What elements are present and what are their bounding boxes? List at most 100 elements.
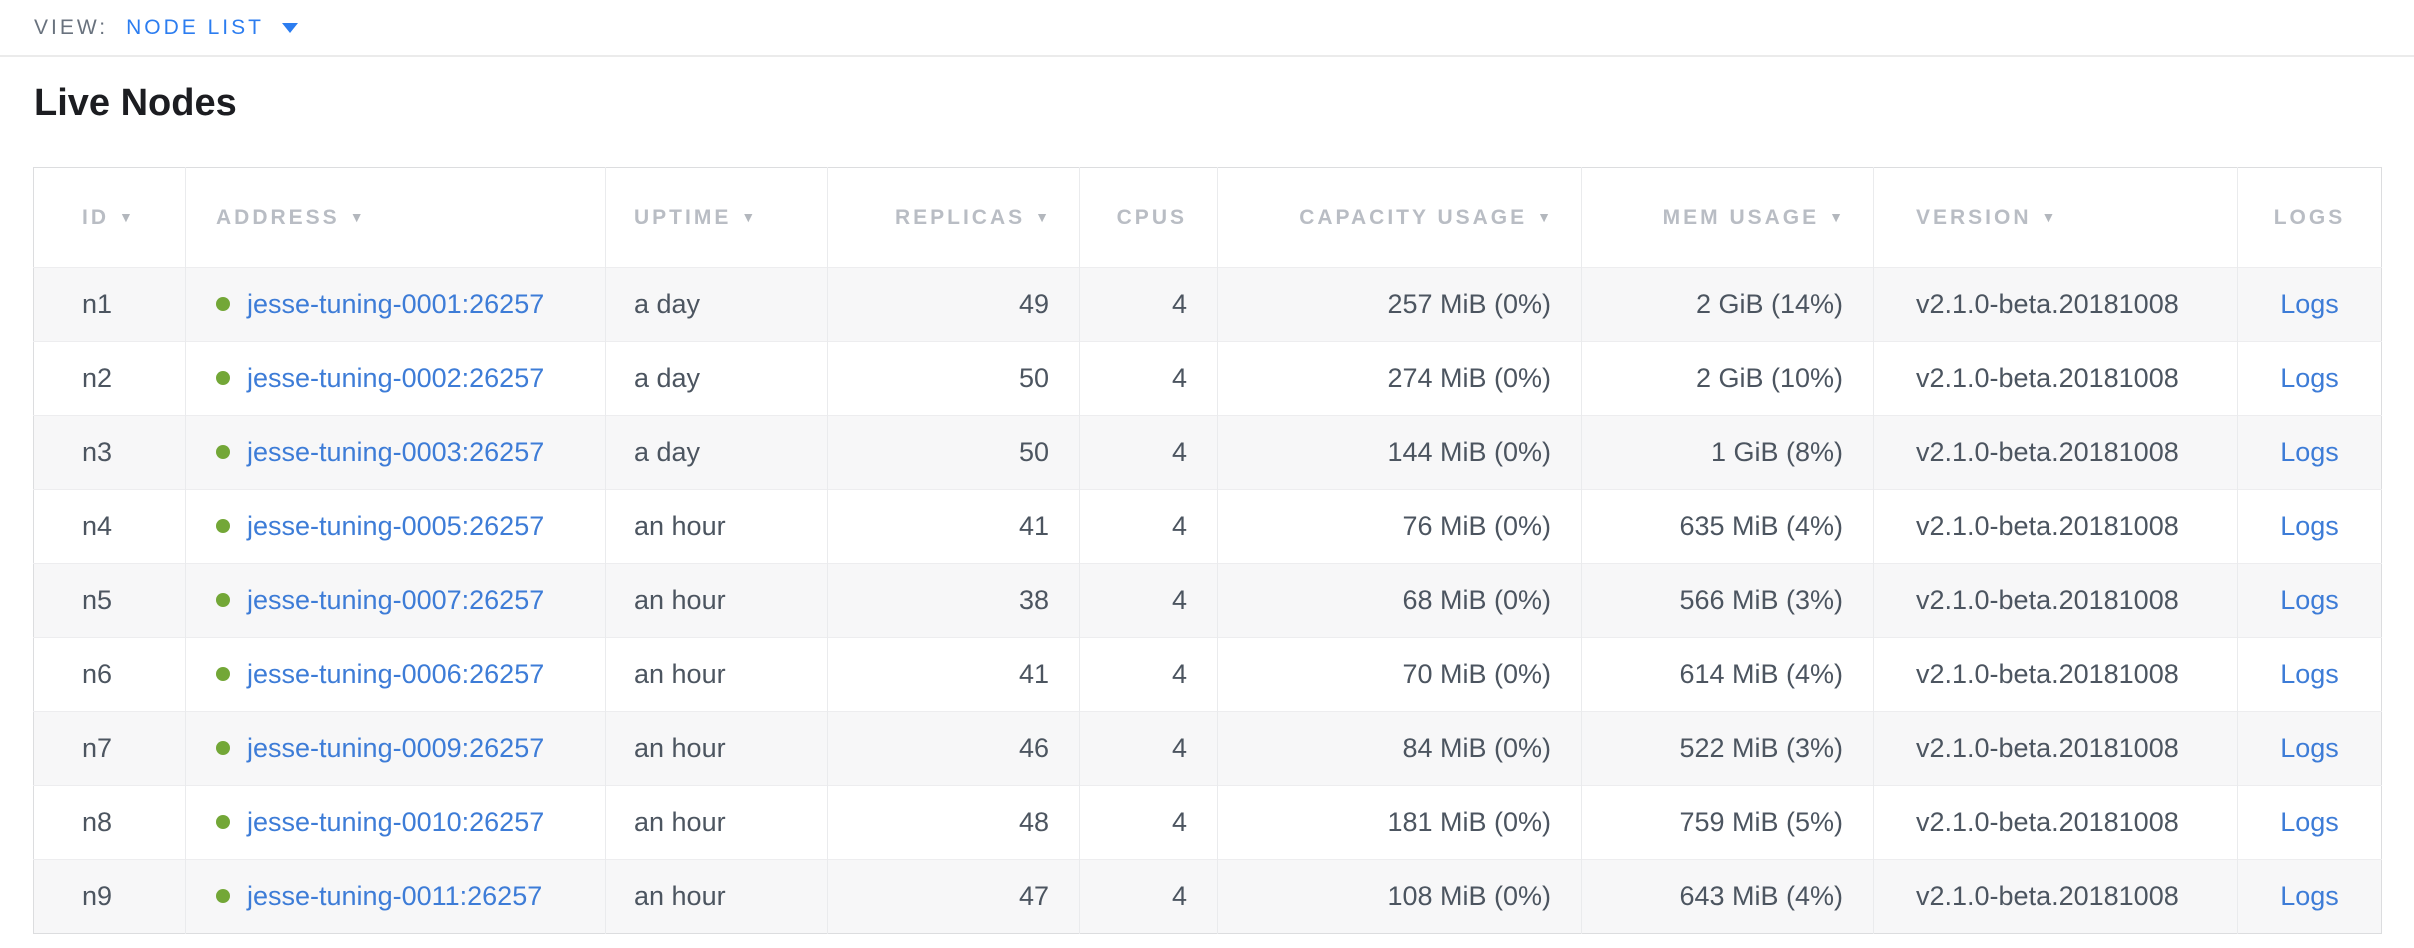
version-cell: v2.1.0-beta.20181008 xyxy=(1873,341,2238,416)
id-cell: n1 xyxy=(33,267,186,342)
logs-cell: Logs xyxy=(2237,267,2382,342)
cell-value-cpus: 4 xyxy=(1171,289,1187,319)
uptime-cell: an hour xyxy=(605,785,828,860)
node-address-link[interactable]: jesse-tuning-0001:26257 xyxy=(247,289,545,319)
cell-value-mem_usage: 635 MiB (4%) xyxy=(1679,511,1843,541)
replicas-cell: 46 xyxy=(827,711,1080,786)
version-cell: v2.1.0-beta.20181008 xyxy=(1873,711,2238,786)
column-header-version[interactable]: VERSION ▼ xyxy=(1873,167,2238,268)
node-logs-link[interactable]: Logs xyxy=(2280,659,2339,689)
view-bar: VIEW: NODE LIST xyxy=(0,0,2414,57)
node-live-status-icon xyxy=(216,666,230,681)
cell-value-id: n5 xyxy=(82,585,113,615)
cell-value-replicas: 49 xyxy=(1018,289,1049,319)
chevron-down-icon xyxy=(281,22,298,33)
address-cell: jesse-tuning-0002:26257 xyxy=(185,341,606,416)
cell-value-uptime: an hour xyxy=(634,733,726,763)
node-live-status-icon xyxy=(216,296,230,311)
cpus-cell: 4 xyxy=(1079,785,1218,860)
logs-cell: Logs xyxy=(2237,341,2382,416)
cell-value-uptime: an hour xyxy=(634,881,726,911)
node-live-status-icon xyxy=(216,592,230,607)
uptime-cell: a day xyxy=(605,267,828,342)
cell-value-capacity_usage: 68 MiB (0%) xyxy=(1402,585,1551,615)
cell-value-uptime: a day xyxy=(634,363,701,393)
node-address-link[interactable]: jesse-tuning-0011:26257 xyxy=(247,881,543,911)
cell-value-cpus: 4 xyxy=(1171,511,1187,541)
view-selector-dropdown[interactable]: NODE LIST xyxy=(126,16,298,40)
cell-value-version: v2.1.0-beta.20181008 xyxy=(1916,881,2179,911)
logs-cell: Logs xyxy=(2237,637,2382,712)
column-header-uptime[interactable]: UPTIME ▼ xyxy=(605,167,828,268)
cpus-cell: 4 xyxy=(1079,489,1218,564)
page-title: Live Nodes xyxy=(34,82,237,124)
sort-desc-icon: ▼ xyxy=(2041,208,2056,225)
address-cell: jesse-tuning-0007:26257 xyxy=(185,563,606,638)
mem_usage-cell: 566 MiB (3%) xyxy=(1581,563,1874,638)
replicas-cell: 50 xyxy=(827,415,1080,490)
sort-desc-icon: ▼ xyxy=(741,208,756,225)
version-cell: v2.1.0-beta.20181008 xyxy=(1873,637,2238,712)
cell-value-id: n2 xyxy=(82,363,113,393)
node-address-link[interactable]: jesse-tuning-0005:26257 xyxy=(247,511,545,541)
node-address-link[interactable]: jesse-tuning-0003:26257 xyxy=(247,437,545,467)
cell-value-version: v2.1.0-beta.20181008 xyxy=(1916,585,2179,615)
table-row: n8 jesse-tuning-0010:26257 an hour 48 4 181 M… xyxy=(33,785,2382,860)
capacity_usage-cell: 257 MiB (0%) xyxy=(1217,267,1582,342)
column-header-mem_usage[interactable]: MEM USAGE ▼ xyxy=(1581,167,1874,268)
column-header-label: MEM USAGE xyxy=(1662,205,1820,229)
node-logs-link[interactable]: Logs xyxy=(2280,733,2339,763)
table-header: ID ▼ ADDRESS ▼ UPTIME ▼ REPLICAS ▼ CPUS CAPACITY … xyxy=(33,167,2382,268)
address-cell: jesse-tuning-0006:26257 xyxy=(185,637,606,712)
cell-value-replicas: 41 xyxy=(1018,659,1049,689)
cell-value-capacity_usage: 257 MiB (0%) xyxy=(1387,289,1551,319)
replicas-cell: 47 xyxy=(827,859,1080,934)
node-address-link[interactable]: jesse-tuning-0007:26257 xyxy=(247,585,545,615)
node-logs-link[interactable]: Logs xyxy=(2280,437,2339,467)
logs-cell: Logs xyxy=(2237,563,2382,638)
node-logs-link[interactable]: Logs xyxy=(2280,881,2339,911)
node-address-link[interactable]: jesse-tuning-0010:26257 xyxy=(247,807,545,837)
column-header-label: CPUS xyxy=(1116,205,1187,229)
cell-value-capacity_usage: 70 MiB (0%) xyxy=(1402,659,1551,689)
column-header-label: ID xyxy=(82,205,109,229)
logs-cell: Logs xyxy=(2237,489,2382,564)
cell-value-replicas: 50 xyxy=(1018,363,1049,393)
cell-value-id: n6 xyxy=(82,659,113,689)
table-row: n7 jesse-tuning-0009:26257 an hour 46 4 84 Mi… xyxy=(33,711,2382,786)
cell-value-uptime: a day xyxy=(634,289,701,319)
version-cell: v2.1.0-beta.20181008 xyxy=(1873,563,2238,638)
node-logs-link[interactable]: Logs xyxy=(2280,511,2339,541)
mem_usage-cell: 635 MiB (4%) xyxy=(1581,489,1874,564)
cpus-cell: 4 xyxy=(1079,711,1218,786)
mem_usage-cell: 522 MiB (3%) xyxy=(1581,711,1874,786)
column-header-address[interactable]: ADDRESS ▼ xyxy=(185,167,606,268)
column-header-replicas[interactable]: REPLICAS ▼ xyxy=(827,167,1080,268)
address-cell: jesse-tuning-0001:26257 xyxy=(185,267,606,342)
node-logs-link[interactable]: Logs xyxy=(2280,363,2339,393)
cell-value-version: v2.1.0-beta.20181008 xyxy=(1916,437,2179,467)
node-address-link[interactable]: jesse-tuning-0009:26257 xyxy=(247,733,545,763)
replicas-cell: 50 xyxy=(827,341,1080,416)
cpus-cell: 4 xyxy=(1079,267,1218,342)
table-row: n4 jesse-tuning-0005:26257 an hour 41 4 76 Mi… xyxy=(33,489,2382,564)
cell-value-replicas: 48 xyxy=(1018,807,1049,837)
node-live-status-icon xyxy=(216,888,230,903)
node-logs-link[interactable]: Logs xyxy=(2280,289,2339,319)
cell-value-replicas: 50 xyxy=(1018,437,1049,467)
mem_usage-cell: 643 MiB (4%) xyxy=(1581,859,1874,934)
column-header-id[interactable]: ID ▼ xyxy=(33,167,186,268)
cell-value-replicas: 47 xyxy=(1018,881,1049,911)
cpus-cell: 4 xyxy=(1079,859,1218,934)
version-cell: v2.1.0-beta.20181008 xyxy=(1873,785,2238,860)
column-header-capacity_usage[interactable]: CAPACITY USAGE ▼ xyxy=(1217,167,1582,268)
cell-value-version: v2.1.0-beta.20181008 xyxy=(1916,363,2179,393)
node-logs-link[interactable]: Logs xyxy=(2280,585,2339,615)
cell-value-version: v2.1.0-beta.20181008 xyxy=(1916,733,2179,763)
cell-value-id: n9 xyxy=(82,881,113,911)
uptime-cell: an hour xyxy=(605,637,828,712)
node-address-link[interactable]: jesse-tuning-0002:26257 xyxy=(247,363,545,393)
node-logs-link[interactable]: Logs xyxy=(2280,807,2339,837)
live-nodes-section: ID ▼ ADDRESS ▼ UPTIME ▼ REPLICAS ▼ CPUS CAPACITY … xyxy=(33,167,2382,934)
node-address-link[interactable]: jesse-tuning-0006:26257 xyxy=(247,659,545,689)
